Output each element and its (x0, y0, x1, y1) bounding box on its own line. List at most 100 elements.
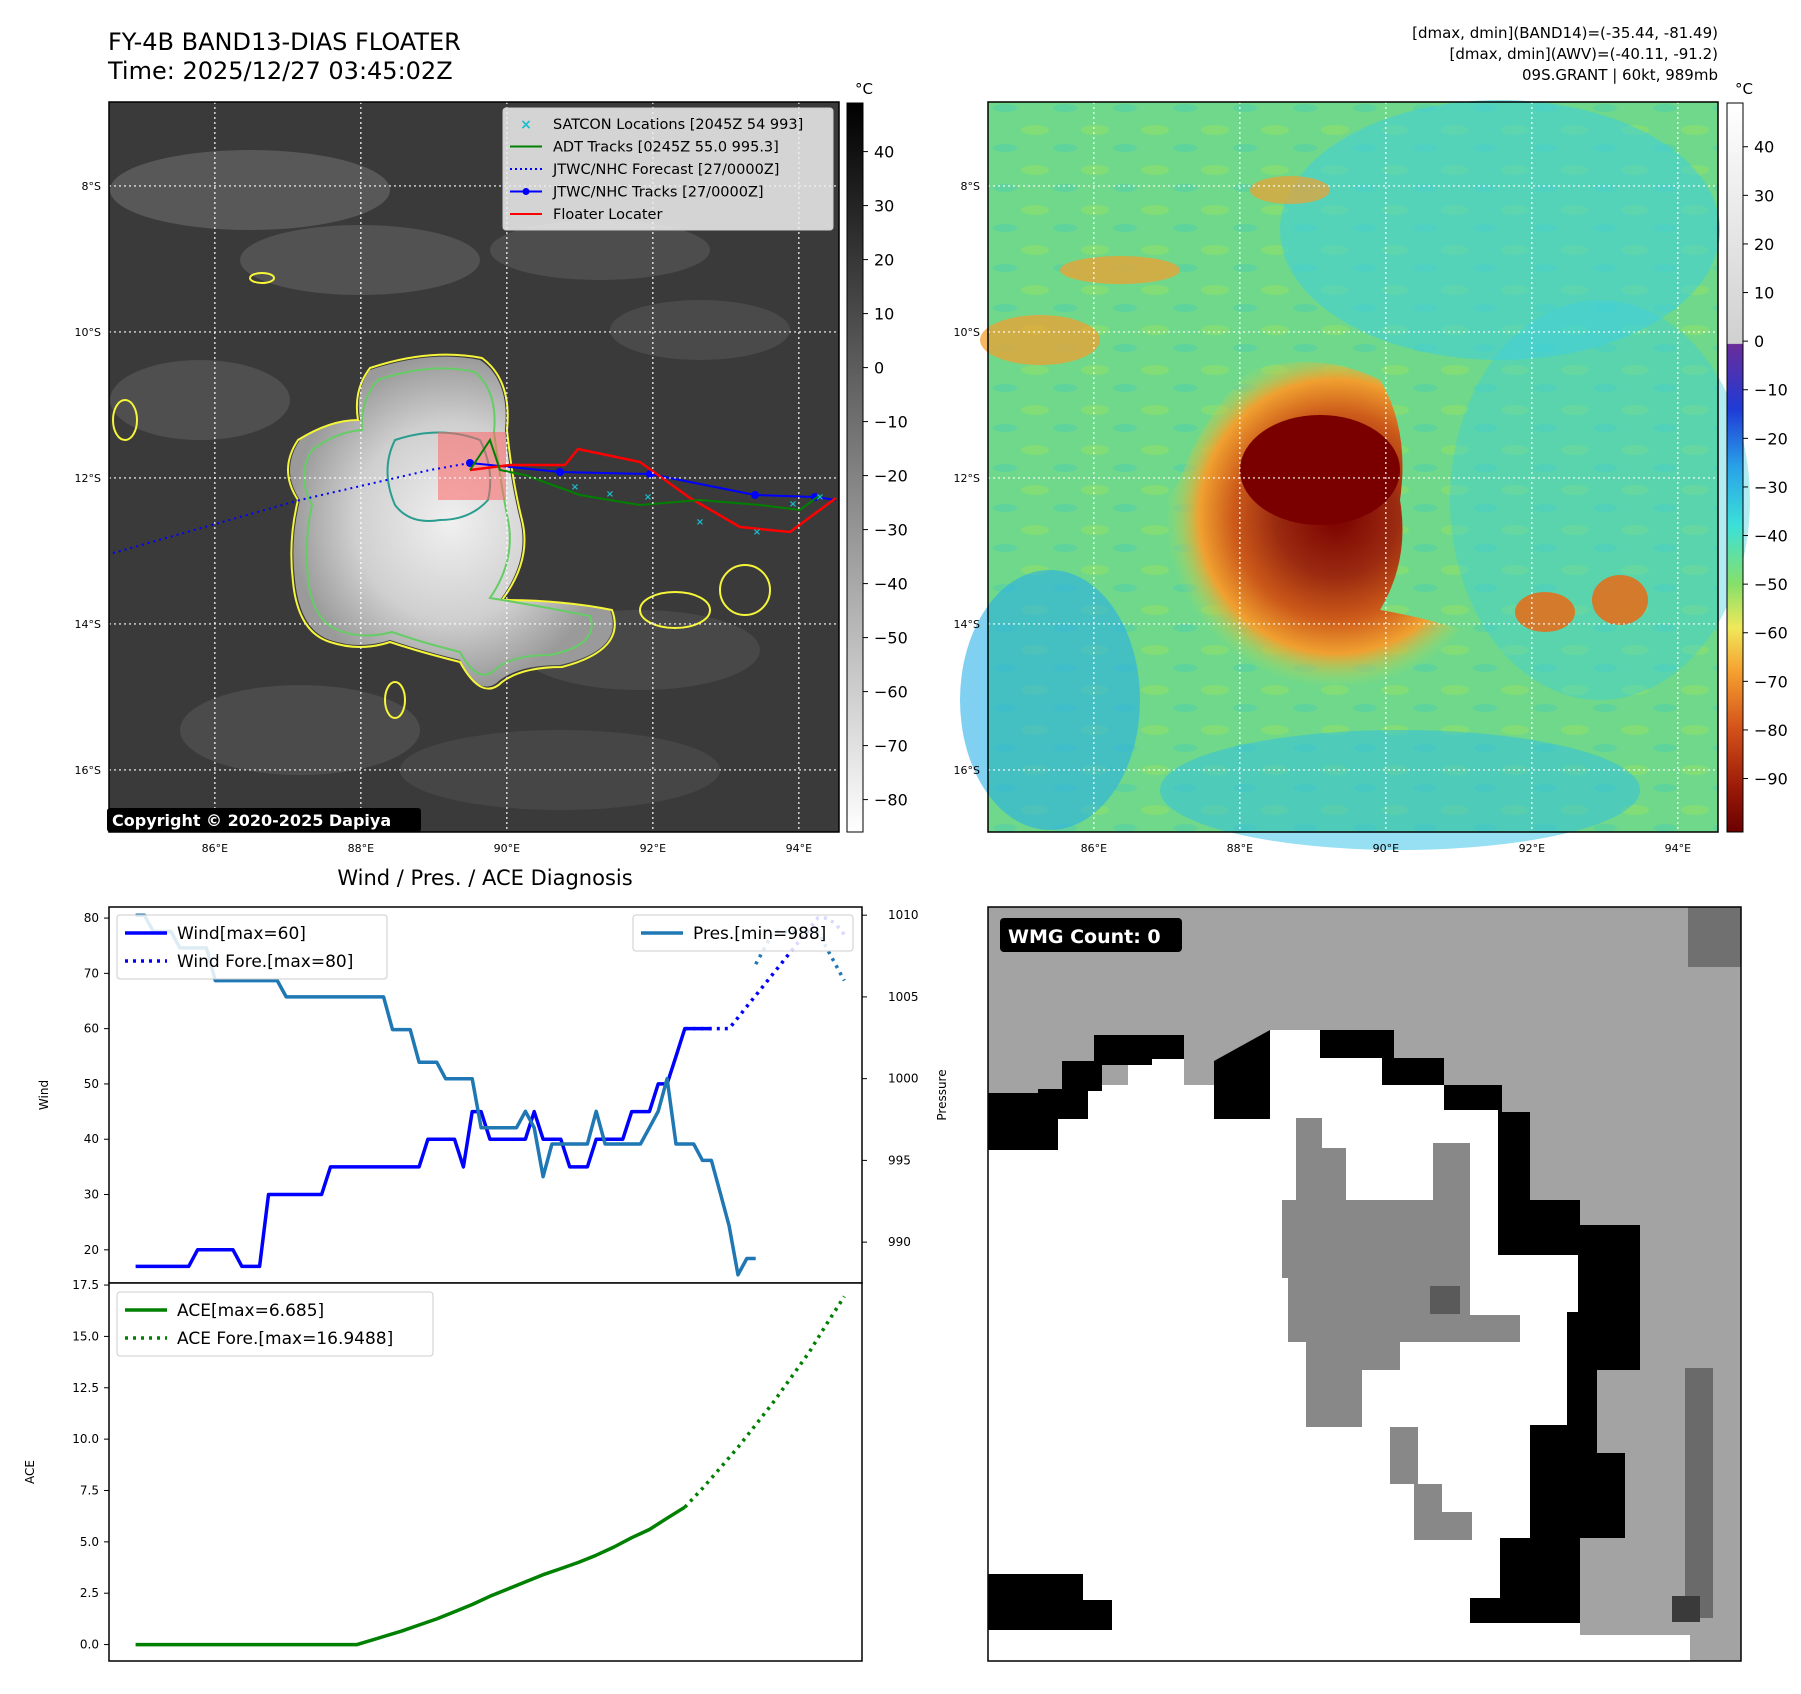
legend-label: JTWC/NHC Tracks [27/0000Z] (552, 185, 764, 201)
lon-tick-label: 94°E (786, 842, 812, 855)
ace-line (135, 1505, 686, 1647)
wind-ytick-label: 70 (84, 966, 99, 980)
lat-tick-label: 14°S (75, 618, 101, 631)
colorbar-tick-label: −70 (874, 737, 908, 756)
ace-axis-label: ACE (23, 1460, 37, 1484)
chart-legend-label: ACE Fore.[max=16.9488] (177, 1329, 393, 1349)
figure-title-line2: Time: 2025/12/27 03:45:02Z (107, 57, 453, 85)
chart-legend-label: Wind Fore.[max=80] (177, 952, 353, 972)
colorbar-tick-label: −10 (874, 413, 908, 432)
lat-tick-label: 10°S (75, 326, 101, 339)
pressure-line (135, 913, 756, 1277)
chart-legend-box (116, 1291, 434, 1357)
ace-ytick-label: 10.0 (72, 1432, 99, 1446)
colorbar-tick-label: −50 (1754, 575, 1788, 594)
contour-yellow (287, 353, 616, 690)
satcon-marker: × (644, 492, 652, 503)
pressure-ytick-label: 1005 (888, 990, 919, 1004)
legend-label: ADT Tracks [0245Z 55.0 995.3] (553, 140, 779, 156)
colorbar-tick-label: −90 (1754, 770, 1788, 789)
colorbar-tick-label: −80 (1754, 721, 1788, 740)
wmg-dark-strip (1685, 1368, 1713, 1618)
chart-legend-box (116, 914, 388, 980)
satcon-marker: × (696, 517, 704, 528)
lon-tick-label: 92°E (1519, 842, 1545, 855)
colorbar-tick-label: 30 (874, 197, 894, 216)
colorbar-tick-label: −40 (874, 575, 908, 594)
jtwc-track-point (811, 493, 819, 501)
wind-ytick-label: 20 (84, 1243, 99, 1257)
chart-legend-label: Pres.[min=988] (693, 924, 826, 944)
info-line2: [dmax, dmin](AWV)=(-40.11, -91.2) (1450, 45, 1718, 63)
lon-tick-label: 86°E (202, 842, 228, 855)
lon-tick-label: 88°E (1227, 842, 1253, 855)
wind-ytick-label: 80 (84, 911, 99, 925)
lat-tick-label: 12°S (954, 472, 980, 485)
colorbar-ir: °C 40 30 20 10 0 −10 −20 −30 −40 −50 −60 −70 −80 (846, 80, 908, 833)
wmg-dark-top (1688, 907, 1741, 967)
lon-tick-label: 92°E (640, 842, 666, 855)
legend-label: Floater Locater (553, 207, 662, 223)
ace-ytick-label: 0.0 (80, 1638, 99, 1652)
chart-legend-label: ACE[max=6.685] (177, 1301, 324, 1321)
wind-ytick-label: 50 (84, 1077, 99, 1091)
colorbar-unit-label: °C (855, 80, 873, 98)
ir-grayscale-map: × × × × × × × 86°E 88°E 90°E 92°E 94°E 8°S 10°S 12°S 1… (75, 101, 840, 855)
jtwc-track-point (751, 491, 759, 499)
colorbar-tick-label: −70 (1754, 672, 1788, 691)
lat-tick-label: 10°S (954, 326, 980, 339)
pressure-ytick-label: 1000 (888, 1072, 919, 1086)
legend-symbol: × (520, 117, 532, 133)
legend-symbol-dot (522, 188, 530, 195)
colorbar-tick-label: −30 (1754, 478, 1788, 497)
colorbar-tick-label: 30 (1754, 186, 1774, 205)
wind-pressure-panel: 20 30 40 50 60 70 80 990 995 1000 1005 1010 Wind Pres… (37, 906, 949, 1284)
ace-ytick-label: 7.5 (80, 1483, 99, 1497)
lon-tick-label: 86°E (1081, 842, 1107, 855)
wmg-panel: WMG Count: 0 (987, 906, 1742, 1662)
colorbar-tick-label: 10 (874, 305, 894, 324)
wmg-black-left (988, 1574, 1112, 1630)
legend-label: SATCON Locations [2045Z 54 993] (553, 117, 803, 133)
pressure-ytick-label: 990 (888, 1235, 911, 1249)
wmg-darkest-cell (1672, 1596, 1700, 1622)
storm-core-colored (1148, 362, 1490, 705)
storm-tracks: × × × × × × × (112, 437, 837, 554)
lat-tick-label: 14°S (954, 618, 980, 631)
wmg-gray-bit-2 (1414, 1484, 1472, 1540)
wind-line (135, 1026, 712, 1269)
wmg-dark-cell (1430, 1286, 1460, 1314)
wmg-count-text: WMG Count: 0 (1008, 926, 1161, 948)
wmg-gray-center (1282, 1118, 1520, 1427)
ace-ytick-label: 17.5 (72, 1278, 99, 1292)
colorbar-tick-label: 20 (1754, 235, 1774, 254)
colorbar-tick-label: 0 (1754, 332, 1764, 351)
colorbar-tick-label: 40 (1754, 138, 1774, 157)
satcon-marker: × (606, 489, 614, 500)
ace-ytick-label: 12.5 (72, 1381, 99, 1395)
ace-ytick-label: 15.0 (72, 1329, 99, 1343)
pressure-forecast-line (754, 929, 846, 982)
lat-tick-label: 16°S (75, 764, 101, 777)
wmg-count-badge: WMG Count: 0 (1000, 918, 1182, 952)
colorbar-tick-label: −20 (874, 467, 908, 486)
jtwc-track-point (556, 468, 564, 476)
jtwc-forecast-track (112, 462, 471, 554)
info-line1: [dmax, dmin](BAND14)=(-35.44, -81.49) (1412, 24, 1718, 42)
lon-tick-label: 90°E (1373, 842, 1399, 855)
info-line3: 09S.GRANT | 60kt, 989mb (1522, 66, 1718, 84)
pressure-ytick-label: 995 (888, 1153, 911, 1167)
colorbar-tick-label: 20 (874, 251, 894, 270)
colorbar-tick-label: −20 (1754, 429, 1788, 448)
jtwc-track-point (466, 459, 474, 467)
cloud-field (110, 150, 790, 810)
pressure-ytick-label: 1010 (888, 908, 919, 922)
colorbar-tick-label: −60 (874, 683, 908, 702)
lon-tick-label: 90°E (494, 842, 520, 855)
ace-ytick-label: 2.5 (80, 1586, 99, 1600)
copyright-text: Copyright © 2020-2025 Dapiya (112, 811, 391, 830)
colorbar-tick-label: −50 (874, 629, 908, 648)
diagnosis-title: Wind / Pres. / ACE Diagnosis (337, 866, 632, 890)
copyright-badge: Copyright © 2020-2025 Dapiya (107, 808, 421, 832)
ir-enhanced-map: 86°E 88°E 90°E 92°E 94°E 8°S 10°S 12°S 14°S 16°S (954, 100, 1750, 855)
